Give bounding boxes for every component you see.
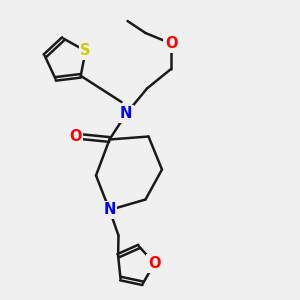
- Text: O: O: [69, 129, 81, 144]
- Text: O: O: [165, 36, 177, 51]
- Text: O: O: [148, 256, 160, 271]
- Text: S: S: [80, 44, 91, 59]
- Text: N: N: [103, 202, 116, 217]
- Text: N: N: [120, 106, 132, 122]
